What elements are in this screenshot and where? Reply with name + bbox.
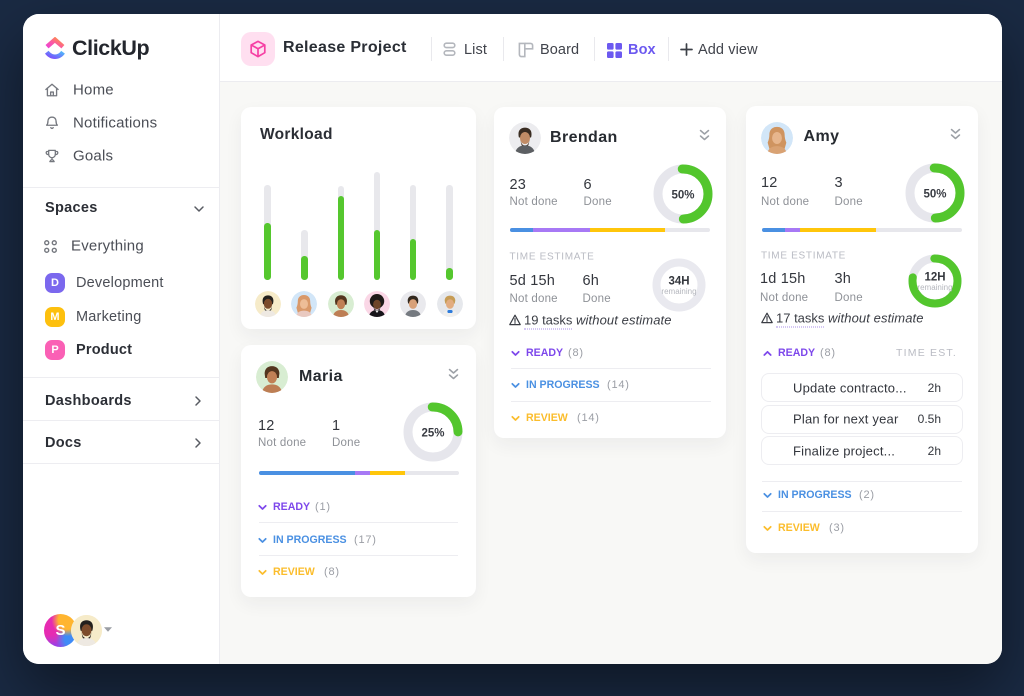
svg-text:12H: 12H xyxy=(924,272,945,284)
svg-text:50%: 50% xyxy=(671,190,694,202)
svg-text:50%: 50% xyxy=(923,189,946,201)
svg-text:25%: 25% xyxy=(421,428,444,440)
svg-text:remaining: remaining xyxy=(661,287,696,296)
svg-text:34H: 34H xyxy=(668,276,689,288)
svg-text:remaining: remaining xyxy=(917,283,952,292)
